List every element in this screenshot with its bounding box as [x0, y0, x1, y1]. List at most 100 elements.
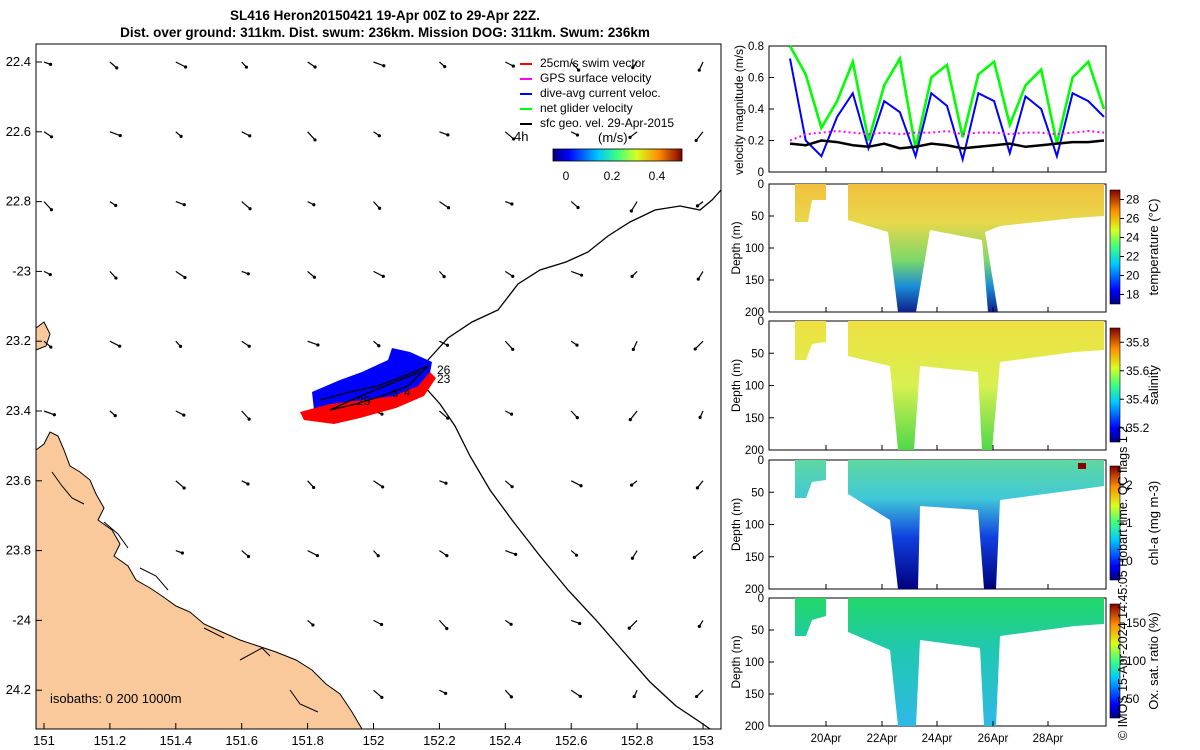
- current-arrow: [693, 550, 704, 558]
- current-arrow-head: [247, 417, 251, 421]
- map-lat-tick-label: 23.4: [6, 403, 31, 418]
- copyright-notice: © IMOS 15-Apr-2024 14:45:05 Hobart time.…: [1116, 425, 1130, 740]
- velocity-series: [788, 45, 1106, 164]
- map-lon-tick-label: 151: [33, 733, 55, 748]
- map-lon-tick-label: 153: [692, 733, 714, 748]
- current-arrow: [43, 410, 55, 416]
- current-arrow-head: [579, 273, 584, 277]
- map-lon-tick-label: 152: [363, 733, 385, 748]
- current-arrow-head: [248, 134, 252, 138]
- current-arrow-head: [628, 135, 632, 139]
- velocity-y-tick-label: 0.6: [748, 73, 764, 85]
- current-arrow: [505, 550, 516, 555]
- current-arrow-head: [445, 626, 449, 631]
- depth-tick-label: 50: [751, 487, 764, 499]
- current-arrow: [175, 270, 186, 279]
- colorbar-tick: 0.4: [649, 169, 666, 183]
- map-lon-tick-label: 152.8: [621, 733, 654, 748]
- current-arrow-head: [578, 694, 582, 698]
- track-label: 3: [392, 388, 398, 400]
- current-arrow-head: [312, 485, 316, 490]
- legend-item-gps-velocity: GPS surface velocity: [540, 71, 651, 85]
- map-lat-tick-label: 23.2: [6, 333, 31, 348]
- current-arrow: [109, 340, 120, 347]
- current-arrow-head: [381, 274, 385, 278]
- series-line-dive-avg-current-veloc-: [789, 58, 1105, 164]
- current-arrow-head: [380, 412, 384, 416]
- colorbar-label: Ox. sat. ratio (%): [1146, 612, 1161, 710]
- velocity-y-axis: 0 0.2 0.4 0.6 0.8: [748, 41, 1049, 179]
- colorbar-label: temperature (°C): [1146, 199, 1161, 296]
- colorbar-label: salinity: [1146, 365, 1161, 405]
- current-arrow-head: [377, 344, 381, 348]
- current-arrow-head: [182, 413, 186, 417]
- depth-tick-label: 200: [745, 445, 764, 457]
- current-arrow: [307, 550, 318, 557]
- depth-axis-label: Depth (m): [729, 635, 743, 688]
- colorbar-tick-label: 150: [1126, 616, 1146, 630]
- current-arrow: [43, 201, 52, 211]
- current-arrow: [175, 480, 185, 489]
- current-arrow: [109, 131, 121, 137]
- current-arrow-head: [509, 622, 513, 626]
- depth-axis-label: Depth (m): [729, 359, 743, 412]
- current-arrow-head: [446, 133, 450, 137]
- current-arrow-head: [510, 485, 514, 489]
- track-label: 4: [404, 387, 410, 399]
- current-arrow-head: [311, 623, 315, 627]
- colorbar-tick-label: 2: [1126, 478, 1133, 492]
- map-legend: 25cm/s swim vector GPS surface velocity …: [514, 56, 683, 183]
- current-arrow-head: [114, 203, 118, 208]
- current-arrow-head: [381, 485, 385, 489]
- chla-section: [795, 460, 1104, 589]
- colorbar-tick-label: 1: [1126, 516, 1133, 530]
- current-arrow-head: [575, 343, 579, 347]
- speed-colorbar: [552, 148, 683, 162]
- current-arrow: [628, 619, 638, 629]
- current-arrow: [504, 131, 515, 140]
- legend-item-current-velocity: dive-avg current veloc.: [540, 86, 661, 100]
- map-lat-axis: 22.4 22.6 22.8 -23 23.2 23.4 23.6 23.8 -24 24.2: [6, 54, 42, 697]
- depth-tick-label: 0: [758, 593, 764, 605]
- current-arrow: [373, 480, 383, 488]
- current-arrow-head: [180, 551, 184, 555]
- velocity-panel: 0 0.2 0.4 0.6 0.8 velocity magnitude (m/s): [732, 41, 1107, 179]
- colorbar-label: chl-a (mg m-3): [1146, 481, 1161, 566]
- colorbar-tick: 0: [563, 169, 570, 183]
- current-arrow-head: [382, 64, 386, 68]
- legend-item-geostrophic-velocity: sfc geo. vel. 29-Apr-2015: [540, 116, 674, 130]
- current-arrow-head: [376, 554, 380, 558]
- current-arrow-head: [115, 66, 119, 70]
- current-arrow: [307, 131, 316, 141]
- temperature-colorbar: [1109, 189, 1121, 305]
- map-lon-tick-label: 152.4: [489, 733, 522, 748]
- current-arrow-head: [698, 415, 702, 419]
- colorbar-tick-label: 50: [1126, 692, 1140, 706]
- current-arrow-head: [315, 553, 320, 558]
- current-arrow: [694, 340, 704, 350]
- current-arrow: [373, 689, 383, 698]
- current-arrow: [439, 201, 449, 209]
- map-lat-tick-label: 23.8: [6, 543, 31, 558]
- current-arrow-head: [49, 135, 54, 139]
- current-arrow-head: [377, 206, 382, 210]
- map-lat-tick-label: 22.8: [6, 194, 31, 209]
- current-arrow-head: [442, 274, 446, 279]
- legend-item-net-velocity: net glider velocity: [540, 101, 633, 115]
- current-arrow-head: [509, 695, 513, 699]
- current-arrow-head: [695, 204, 700, 208]
- velocity-y-tick-label: 0: [758, 167, 764, 179]
- map-lon-tick-label: 152.2: [423, 733, 456, 748]
- current-arrow-head: [312, 203, 316, 207]
- track-label: 26: [437, 363, 451, 377]
- current-arrow: [570, 270, 582, 276]
- current-arrow-head: [246, 554, 251, 559]
- colorbar-tick-label: 24: [1126, 231, 1140, 245]
- time-tick-label: 26Apr: [978, 733, 1009, 745]
- current-arrow-head: [697, 624, 701, 628]
- current-arrow-head: [627, 626, 631, 630]
- current-arrow-head: [313, 65, 317, 69]
- depth-tick-label: 200: [745, 721, 764, 733]
- current-arrow-head: [444, 481, 448, 485]
